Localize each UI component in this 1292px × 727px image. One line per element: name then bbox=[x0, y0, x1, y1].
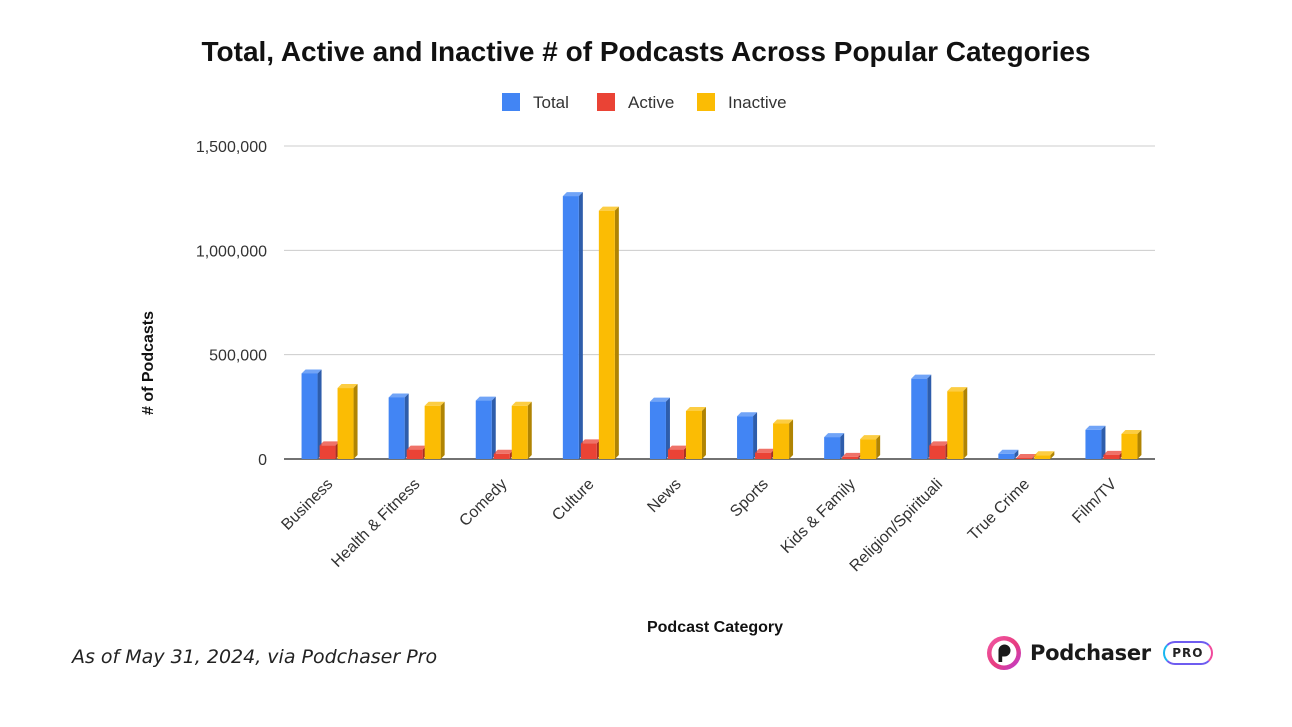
x-tick-label: Film/TV bbox=[1069, 476, 1120, 527]
x-tick-label: Religion/Spirituali bbox=[847, 476, 946, 575]
brand-logo-block: Podchaser PRO bbox=[986, 634, 1213, 672]
y-axis-title: # of Podcasts bbox=[140, 311, 157, 415]
x-tick-label: True Crime bbox=[965, 476, 1033, 544]
bar-active-5 bbox=[755, 448, 776, 459]
x-tick-label: Comedy bbox=[456, 476, 510, 530]
bar-total-7 bbox=[911, 374, 932, 459]
bar-inactive-7 bbox=[947, 387, 968, 459]
legend-item-active: Active bbox=[597, 93, 674, 112]
legend-swatch bbox=[597, 93, 615, 111]
bar-total-3 bbox=[562, 192, 583, 459]
x-tick-label: Culture bbox=[549, 476, 598, 525]
x-tick-label: News bbox=[644, 476, 684, 516]
y-axis-ticks: 0 500,000 1,000,000 1,500,000 bbox=[196, 139, 267, 469]
bar-inactive-5 bbox=[773, 419, 794, 459]
podchaser-logo-icon bbox=[987, 636, 1021, 670]
x-tick-label: Business bbox=[278, 476, 336, 534]
brand-name: Podchaser bbox=[1030, 641, 1151, 665]
bar-inactive-9 bbox=[1121, 429, 1142, 459]
bar-active-0 bbox=[319, 441, 340, 459]
bar-total-9 bbox=[1085, 425, 1106, 459]
bar-total-6 bbox=[824, 433, 845, 459]
y-tick-label: 1,000,000 bbox=[196, 243, 267, 260]
bar-total-5 bbox=[737, 412, 758, 459]
bar-inactive-0 bbox=[337, 384, 358, 459]
bar-active-2 bbox=[493, 449, 514, 459]
y-tick-label: 1,500,000 bbox=[196, 139, 267, 156]
bar-inactive-1 bbox=[424, 401, 445, 459]
bar-active-6 bbox=[842, 452, 863, 459]
bar-active-9 bbox=[1103, 450, 1124, 459]
x-tick-label: Health & Fitness bbox=[328, 476, 423, 571]
bar-inactive-6 bbox=[860, 435, 881, 459]
x-tick-label: Kids & Family bbox=[778, 476, 859, 557]
legend-swatch bbox=[697, 93, 715, 111]
x-tick-label: Sports bbox=[727, 476, 772, 521]
legend-label: Inactive bbox=[728, 93, 787, 112]
bar-total-1 bbox=[388, 393, 409, 459]
chart: Total, Active and Inactive # of Podcasts… bbox=[140, 36, 1155, 636]
legend-item-total: Total bbox=[502, 93, 569, 112]
chart-title: Total, Active and Inactive # of Podcasts… bbox=[202, 36, 1091, 67]
footer-caption: As of May 31, 2024, via Podchaser Pro bbox=[72, 646, 438, 668]
bar-active-8 bbox=[1016, 453, 1037, 459]
bar-active-7 bbox=[929, 441, 950, 459]
y-tick-label: 0 bbox=[258, 452, 267, 469]
legend-label: Active bbox=[628, 93, 674, 112]
bar-inactive-2 bbox=[511, 401, 532, 459]
bar-active-4 bbox=[667, 445, 688, 459]
legend-item-inactive: Inactive bbox=[697, 93, 787, 112]
bar-inactive-4 bbox=[685, 407, 706, 459]
legend-swatch bbox=[502, 93, 520, 111]
gridlines bbox=[284, 145, 1155, 356]
bar-total-2 bbox=[475, 396, 496, 459]
bar-active-1 bbox=[406, 445, 427, 459]
legend-label: Total bbox=[533, 93, 569, 112]
y-tick-label: 500,000 bbox=[209, 348, 267, 365]
bar-active-3 bbox=[580, 439, 601, 459]
bar-total-8 bbox=[998, 449, 1019, 459]
bar-total-0 bbox=[301, 369, 322, 459]
legend: Total Active Inactive bbox=[502, 93, 787, 112]
bar-inactive-3 bbox=[598, 206, 619, 459]
bar-inactive-8 bbox=[1034, 451, 1055, 459]
bar-total-4 bbox=[649, 397, 670, 459]
pro-badge: PRO bbox=[1162, 641, 1213, 665]
bars bbox=[301, 192, 1142, 459]
x-axis-title: Podcast Category bbox=[647, 619, 783, 636]
